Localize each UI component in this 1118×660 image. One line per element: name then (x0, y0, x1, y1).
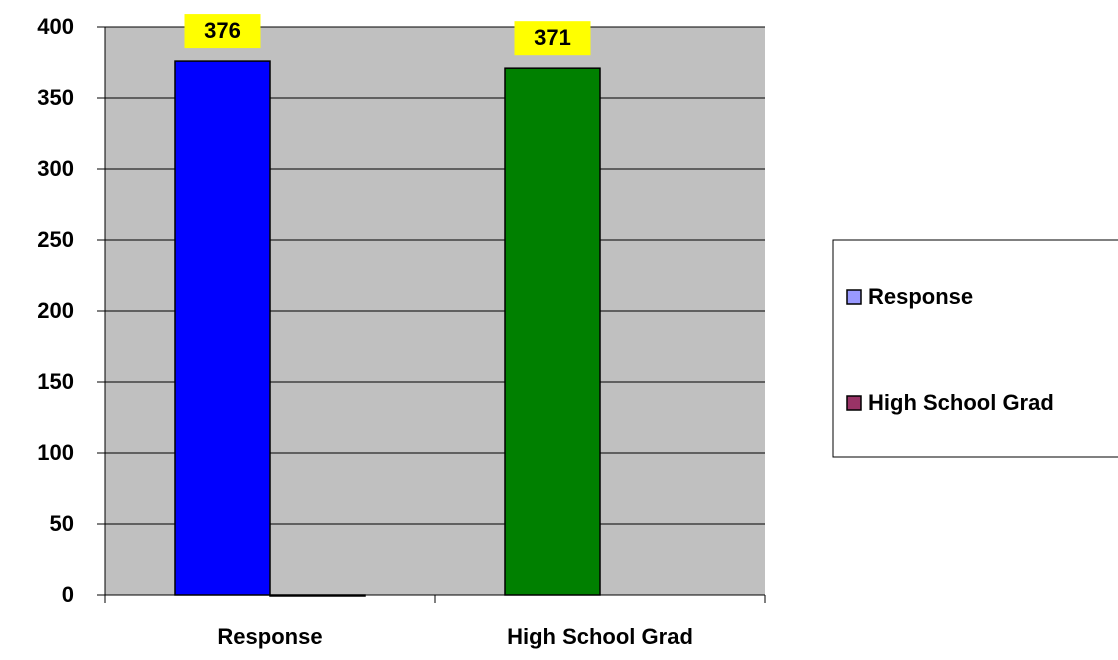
legend (832, 239, 1118, 458)
y-tick-label: 250 (37, 227, 74, 252)
y-tick-label: 350 (37, 85, 74, 110)
y-tick-label: 0 (62, 582, 74, 607)
y-tick-label: 200 (37, 298, 74, 323)
bar (174, 60, 271, 596)
bar (269, 594, 366, 597)
x-tick-label: Response (217, 624, 322, 649)
data-label-background (514, 21, 591, 56)
data-label: 371 (534, 25, 571, 50)
bar (504, 67, 601, 596)
data-label: 376 (204, 18, 241, 43)
legend-label: High School Grad (868, 390, 1054, 415)
y-tick-label: 100 (37, 440, 74, 465)
y-tick-label: 400 (37, 14, 74, 39)
y-tick-label: 50 (50, 511, 74, 536)
data-label-background (184, 14, 261, 49)
legend-swatch (846, 289, 862, 305)
y-tick-label: 300 (37, 156, 74, 181)
x-tick-label: High School Grad (507, 624, 693, 649)
y-tick-label: 150 (37, 369, 74, 394)
legend-swatch (846, 395, 862, 411)
legend-label: Response (868, 284, 973, 309)
